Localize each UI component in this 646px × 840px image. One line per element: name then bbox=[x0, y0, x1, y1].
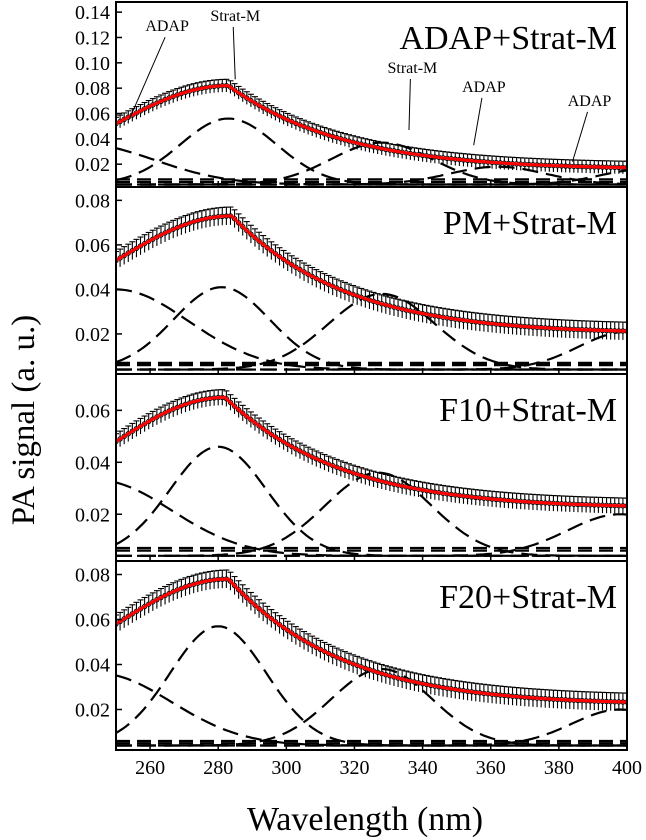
panels: 0.02 0.04 0.06 0.08 0.10 0.12 0.14 ADAP+Strat-M… bbox=[75, 1, 642, 779]
component-g2 bbox=[116, 286, 627, 371]
annotation-label: Strat-M bbox=[210, 8, 260, 25]
y-tick-label: 0.10 bbox=[75, 53, 110, 75]
y-tick-label: 0.04 bbox=[75, 279, 110, 301]
plot-area bbox=[116, 569, 627, 747]
panel-title: F20+Strat-M bbox=[439, 579, 617, 616]
annotation-label: Strat-M bbox=[387, 60, 437, 77]
x-tick-label: 340 bbox=[408, 757, 438, 779]
y-tick-label: 0.08 bbox=[75, 565, 110, 587]
x-tick-label: 360 bbox=[476, 757, 506, 779]
plot-area bbox=[116, 389, 627, 557]
fit-curve bbox=[116, 577, 627, 704]
y-tick-label: 0.04 bbox=[75, 655, 110, 677]
component-g4 bbox=[116, 708, 627, 747]
annotation-pointer bbox=[572, 111, 589, 162]
annotation-label: ADAP bbox=[462, 79, 506, 96]
panel-4: 0.02 0.04 0.06 0.08 260 280 300 320 340 360 380 400… bbox=[75, 560, 642, 779]
panel-title: PM+Strat-M bbox=[443, 205, 617, 242]
panel-2: 0.02 0.04 0.06 0.08 PM+Strat-M bbox=[75, 186, 628, 375]
y-axis-label: PA signal (a. u.) bbox=[6, 315, 42, 526]
panel-3: 0.02 0.04 0.06 F10+Strat-M bbox=[75, 373, 628, 562]
component-g2 bbox=[116, 625, 627, 747]
y-tick-label: 0.08 bbox=[75, 190, 110, 212]
panel-frame bbox=[115, 560, 628, 751]
component-g1 bbox=[116, 481, 627, 557]
plot-area bbox=[116, 78, 627, 186]
y-tick-label: 0.14 bbox=[75, 2, 110, 24]
fit-curve bbox=[116, 84, 627, 170]
component-g1 bbox=[116, 674, 627, 747]
component-g3 bbox=[116, 471, 627, 557]
y-tick-label: 0.12 bbox=[75, 27, 110, 49]
annotation-pointer bbox=[129, 36, 166, 119]
x-tick-label: 280 bbox=[203, 757, 233, 779]
x-tick-label: 300 bbox=[271, 757, 301, 779]
panel-1: 0.02 0.04 0.06 0.08 0.10 0.12 0.14 ADAP+Strat-M… bbox=[75, 1, 628, 188]
y-tick-label: 0.06 bbox=[75, 104, 110, 126]
panel-title: ADAP+Strat-M bbox=[399, 20, 617, 57]
x-tick-label: 260 bbox=[135, 757, 165, 779]
x-axis-label: Wavelength (nm) bbox=[247, 801, 483, 838]
x-tick-label: 380 bbox=[544, 757, 574, 779]
annotation-pointer bbox=[232, 26, 236, 80]
component-g4 bbox=[116, 330, 627, 371]
y-tick-label: 0.04 bbox=[75, 452, 110, 474]
annotation-pointer bbox=[408, 78, 411, 130]
y-tick-label: 0.06 bbox=[75, 400, 110, 422]
plot-area bbox=[116, 206, 627, 371]
y-tick-label: 0.06 bbox=[75, 235, 110, 257]
annotation-pointer bbox=[473, 97, 483, 146]
y-tick-label: 0.08 bbox=[75, 78, 110, 100]
fit-curve bbox=[116, 214, 627, 333]
y-tick-label: 0.04 bbox=[75, 129, 110, 151]
annotation-label: ADAP bbox=[568, 93, 612, 110]
y-tick-label: 0.02 bbox=[75, 154, 110, 176]
component-g4 bbox=[116, 513, 627, 557]
y-tick-label: 0.02 bbox=[75, 700, 110, 722]
fit-curve bbox=[116, 395, 627, 508]
x-tick-label: 320 bbox=[339, 757, 369, 779]
x-tick-label: 400 bbox=[612, 757, 642, 779]
component-g5 bbox=[116, 169, 627, 186]
y-tick-label: 0.02 bbox=[75, 324, 110, 346]
y-tick-label: 0.06 bbox=[75, 610, 110, 632]
annotation-label: ADAP bbox=[145, 18, 189, 35]
y-tick-label: 0.02 bbox=[75, 504, 110, 526]
panel-title: F10+Strat-M bbox=[439, 392, 617, 429]
